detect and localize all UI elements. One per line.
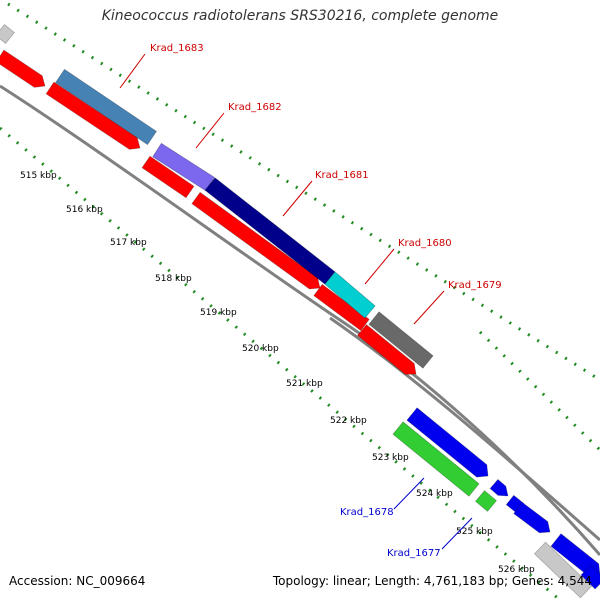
gene-label-krad-1681: Krad_1681 [315, 170, 369, 181]
gene-label-krad-1683: Krad_1683 [150, 43, 204, 54]
gene-label-leader-krad-1682 [195, 112, 225, 149]
cds-block [313, 283, 370, 332]
tick-label: 518 kbp [155, 274, 192, 284]
gene-block-krad-1677 [474, 490, 498, 512]
gene-block-krad-1682 [152, 142, 215, 192]
gene-label-krad-1679: Krad_1679 [448, 280, 502, 291]
gene-label-leader-krad-1679 [413, 290, 445, 325]
tick-label: 520 kbp [242, 344, 279, 354]
gene-block-blue [489, 478, 509, 497]
tick-label: 515 kbp [20, 171, 57, 181]
cds-block [357, 324, 417, 375]
tick-label: 517 kbp [110, 238, 147, 248]
cds-block [141, 155, 195, 199]
map-title: Kineococcus radiotolerans SRS30216, comp… [101, 8, 499, 24]
gene-block-krad-1678 [392, 421, 480, 497]
gene-block-grey [0, 23, 15, 45]
gene-block-grey [533, 541, 593, 599]
backbone-outer-line [329, 316, 600, 542]
tick-label: 525 kbp [456, 527, 493, 537]
tick-label: 526 kbp [498, 565, 535, 575]
tick-label: 524 kbp [416, 489, 453, 499]
gene-label-leader-krad-1683 [119, 53, 146, 89]
gene-label-krad-1678: Krad_1678 [340, 507, 394, 518]
tick-label: 523 kbp [372, 453, 409, 463]
gene-block-krad-1683 [54, 68, 158, 146]
gene-label-leader-krad-1677 [441, 517, 473, 550]
gene-labels: Krad_1683 Krad_1682 Krad_1681 Krad_1680 Krad… [119, 43, 502, 559]
tick-label: 516 kbp [66, 205, 103, 215]
tick-label: 521 kbp [286, 379, 323, 389]
summary-text: Topology: linear; Length: 4,761,183 bp; … [272, 574, 592, 588]
gene-label-krad-1677: Krad_1677 [387, 548, 441, 559]
gene-block-blue [550, 533, 600, 577]
feature-track [0, 23, 600, 599]
gene-block-krad-1679 [368, 311, 434, 369]
tick-label: 519 kbp [200, 308, 237, 318]
cds-block [45, 81, 141, 150]
tick-label: 522 kbp [330, 416, 367, 426]
gene-label-leader-krad-1681 [282, 180, 313, 217]
gene-block-blue [406, 407, 489, 478]
accession-text: Accession: NC_009664 [9, 574, 146, 588]
backbone-inner-line [0, 84, 600, 556]
cds-block [0, 49, 46, 88]
gene-label-krad-1682: Krad_1682 [228, 102, 282, 113]
tick-labels: 515 kbp 516 kbp 517 kbp 518 kbp 519 kbp 520 k… [20, 171, 535, 575]
gc-dotted-line [478, 330, 600, 452]
gc-dotted-line [7, 2, 600, 382]
genome-backbone [0, 84, 600, 556]
gene-block-blue [513, 501, 551, 534]
gene-label-krad-1680: Krad_1680 [398, 238, 452, 249]
gene-block-blue [580, 564, 600, 590]
gene-label-leader-krad-1678 [393, 477, 425, 510]
gene-block-krad-1680 [324, 271, 376, 319]
gene-label-leader-krad-1680 [364, 248, 395, 285]
cds-block [191, 191, 321, 290]
gc-dotted-line [0, 126, 561, 600]
gene-block-krad-1681 [204, 177, 336, 285]
